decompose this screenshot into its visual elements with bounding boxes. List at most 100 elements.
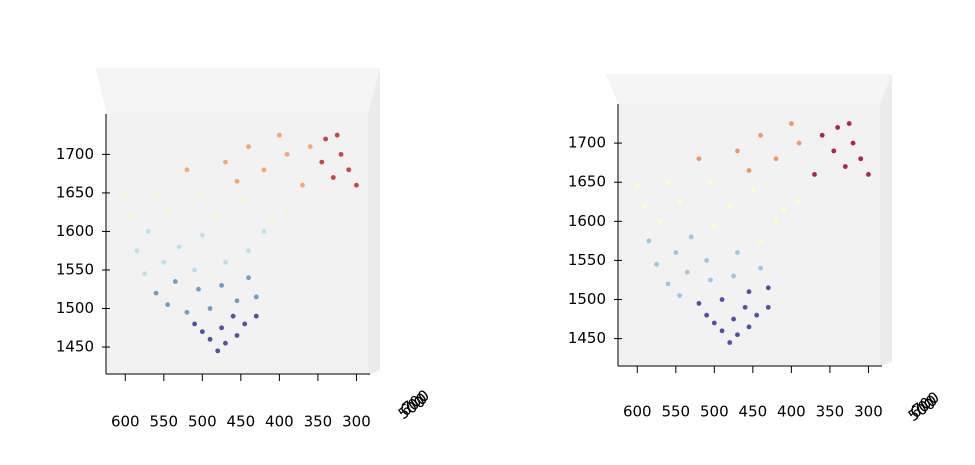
point — [781, 207, 787, 212]
point — [654, 261, 659, 267]
y-tick-label: 1700 — [56, 145, 94, 163]
point — [284, 209, 290, 215]
point — [708, 277, 713, 283]
point — [234, 298, 240, 304]
point — [192, 321, 198, 327]
point — [234, 333, 240, 338]
point — [223, 340, 228, 346]
point — [334, 132, 340, 138]
point — [319, 159, 325, 165]
point — [246, 248, 251, 254]
x-tick-label: 600 — [623, 403, 652, 421]
point — [858, 156, 864, 162]
point — [711, 320, 717, 326]
point — [735, 332, 740, 338]
point — [142, 271, 147, 277]
point — [711, 222, 717, 228]
point — [731, 316, 736, 322]
point — [261, 229, 267, 234]
point — [746, 289, 752, 295]
point — [253, 313, 259, 319]
x-tick-label: 350 — [304, 413, 333, 431]
point — [330, 175, 336, 180]
y-tick-label: 1600 — [568, 212, 606, 230]
point — [219, 282, 224, 288]
y-tick-label: 1500 — [56, 299, 94, 317]
x-tick-label: 400 — [265, 413, 294, 431]
y-tick-label: 1600 — [56, 222, 94, 240]
point — [346, 167, 352, 173]
y-tick-label: 1650 — [56, 183, 94, 201]
point — [165, 302, 171, 308]
point — [773, 218, 779, 224]
point — [253, 294, 259, 300]
point — [354, 182, 359, 188]
point — [242, 321, 248, 327]
point — [196, 286, 201, 292]
x-tick-label: 550 — [149, 413, 178, 431]
point — [684, 269, 690, 275]
point — [646, 238, 652, 244]
point — [199, 329, 205, 335]
y-tick-label: 1500 — [568, 290, 606, 308]
point — [196, 190, 201, 196]
point — [665, 179, 671, 185]
point — [338, 151, 344, 157]
point — [796, 199, 802, 205]
x-tick-label: 400 — [777, 403, 806, 421]
y-tick-label: 1700 — [568, 134, 606, 152]
point — [184, 167, 190, 173]
point — [746, 168, 752, 173]
y-tick-label: 1550 — [568, 251, 606, 269]
point — [735, 250, 740, 255]
point — [134, 248, 140, 254]
point — [642, 203, 648, 209]
point — [688, 234, 694, 240]
point — [234, 178, 240, 184]
y-tick-label: 1450 — [568, 329, 606, 347]
x-tick-label: 300 — [854, 403, 883, 421]
x-tick-label: 600 — [111, 413, 140, 431]
point — [176, 244, 182, 250]
point — [261, 167, 267, 173]
point — [727, 340, 733, 345]
point — [842, 164, 848, 169]
x-tick-label: 450 — [739, 403, 768, 421]
point — [677, 199, 683, 205]
point — [773, 156, 779, 162]
point — [269, 217, 275, 223]
point — [831, 148, 837, 154]
point — [161, 259, 167, 265]
y-tick-label: 1650 — [568, 173, 606, 191]
point — [246, 275, 251, 281]
point — [172, 279, 178, 284]
point — [665, 281, 671, 287]
point — [846, 121, 852, 126]
point — [746, 324, 752, 330]
point — [307, 144, 313, 150]
point — [215, 348, 221, 354]
x-tick-label: 300 — [342, 413, 371, 431]
point — [788, 121, 794, 126]
point — [184, 309, 190, 315]
point — [122, 194, 128, 200]
point — [765, 304, 771, 310]
x-tick-label: 500 — [700, 403, 729, 421]
point — [758, 132, 763, 138]
point — [634, 183, 640, 189]
point — [323, 136, 329, 142]
point — [223, 259, 228, 265]
x-tick-label: 450 — [227, 413, 256, 431]
pane-2 — [606, 74, 892, 367]
point — [796, 140, 802, 146]
point — [719, 328, 725, 334]
point — [130, 213, 136, 219]
point — [758, 238, 763, 244]
point — [238, 198, 244, 204]
point — [719, 297, 725, 302]
point — [215, 213, 221, 219]
pane-1 — [96, 68, 380, 376]
point — [758, 265, 763, 271]
x-tick-label: 500 — [188, 413, 217, 431]
